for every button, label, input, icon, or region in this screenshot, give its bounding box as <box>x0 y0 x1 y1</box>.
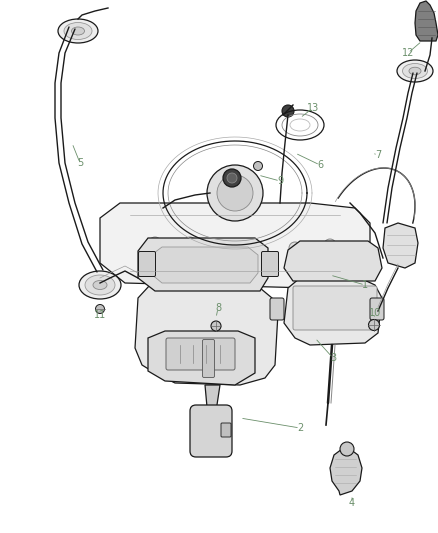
Polygon shape <box>205 385 220 418</box>
Ellipse shape <box>71 27 85 35</box>
Polygon shape <box>284 241 382 281</box>
Polygon shape <box>415 1 438 41</box>
FancyBboxPatch shape <box>221 423 231 437</box>
FancyBboxPatch shape <box>270 298 284 320</box>
Polygon shape <box>383 223 418 268</box>
Polygon shape <box>330 449 362 495</box>
FancyBboxPatch shape <box>202 340 215 377</box>
Text: 1: 1 <box>362 280 368 290</box>
Text: 6: 6 <box>317 160 323 170</box>
FancyBboxPatch shape <box>261 252 279 277</box>
Ellipse shape <box>93 280 107 289</box>
Text: 11: 11 <box>94 310 106 320</box>
FancyBboxPatch shape <box>370 298 384 320</box>
Text: 3: 3 <box>330 353 336 363</box>
Ellipse shape <box>397 60 433 82</box>
Text: 7: 7 <box>375 150 381 160</box>
Circle shape <box>368 319 379 330</box>
Ellipse shape <box>409 67 421 75</box>
Circle shape <box>223 169 241 187</box>
Circle shape <box>207 165 263 221</box>
Text: 12: 12 <box>402 48 414 58</box>
Ellipse shape <box>58 19 98 43</box>
Ellipse shape <box>64 22 92 39</box>
Text: 2: 2 <box>297 423 303 433</box>
Text: 8: 8 <box>215 303 221 313</box>
Circle shape <box>282 105 294 117</box>
FancyBboxPatch shape <box>166 338 235 370</box>
Circle shape <box>289 242 301 254</box>
Polygon shape <box>100 203 370 288</box>
FancyBboxPatch shape <box>293 286 377 330</box>
Circle shape <box>149 237 161 249</box>
Circle shape <box>324 239 336 251</box>
Circle shape <box>211 321 221 331</box>
Ellipse shape <box>79 271 121 299</box>
Circle shape <box>95 304 105 313</box>
Polygon shape <box>138 238 268 291</box>
Circle shape <box>340 442 354 456</box>
Circle shape <box>217 175 253 211</box>
Text: 13: 13 <box>307 103 319 113</box>
Text: 5: 5 <box>77 158 83 168</box>
Circle shape <box>184 237 196 249</box>
Circle shape <box>227 173 237 183</box>
Polygon shape <box>148 331 255 385</box>
Text: 9: 9 <box>277 176 283 186</box>
Polygon shape <box>135 285 278 385</box>
Text: 10: 10 <box>369 308 381 318</box>
Polygon shape <box>150 247 258 283</box>
FancyBboxPatch shape <box>190 405 232 457</box>
FancyBboxPatch shape <box>138 252 155 277</box>
Polygon shape <box>284 278 382 345</box>
Ellipse shape <box>85 275 115 295</box>
Circle shape <box>254 161 262 171</box>
Ellipse shape <box>403 63 427 78</box>
Text: 4: 4 <box>349 498 355 508</box>
